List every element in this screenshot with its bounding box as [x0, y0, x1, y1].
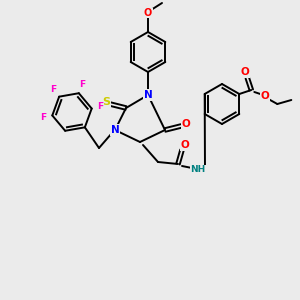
Text: O: O	[261, 91, 270, 101]
Text: O: O	[241, 67, 250, 77]
Text: N: N	[144, 90, 152, 100]
Text: O: O	[144, 8, 152, 18]
Text: F: F	[98, 103, 103, 112]
Text: NH: NH	[190, 166, 206, 175]
Text: N: N	[111, 125, 119, 135]
Text: F: F	[40, 112, 46, 122]
Text: O: O	[181, 140, 189, 150]
Text: S: S	[102, 97, 110, 107]
Text: F: F	[79, 80, 85, 89]
Text: F: F	[50, 85, 56, 94]
Text: O: O	[182, 119, 190, 129]
